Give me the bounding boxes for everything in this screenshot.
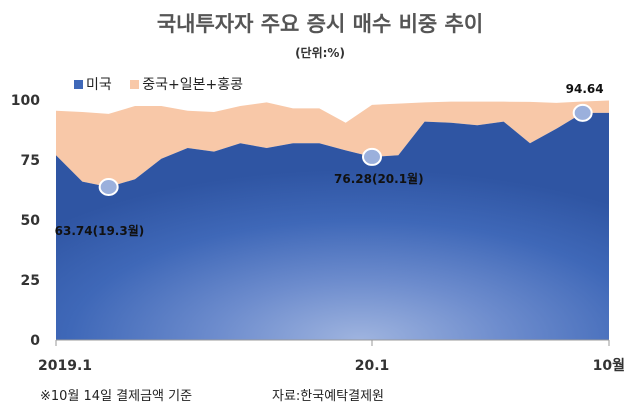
area-series-asia xyxy=(56,100,609,188)
source-note: 자료:한국예탁결제원 xyxy=(272,389,385,404)
legend: 미국 중국+일본+홍콩 xyxy=(74,74,257,94)
x-tick-label: 20.1 xyxy=(355,358,390,374)
plot-area xyxy=(56,100,609,340)
x-tick-label: 10월 xyxy=(593,357,625,374)
annotation-label: 94.64 xyxy=(566,82,604,96)
annotation-label: 76.28(20.1월) xyxy=(334,171,424,186)
y-tick-label: 0 xyxy=(30,333,40,349)
x-tick-label: 2019.1 xyxy=(38,358,92,374)
axes: 0 25 50 75 100 2019.1 20.1 10월 xyxy=(11,93,625,374)
annotation-marker xyxy=(362,147,382,166)
annotation-marker xyxy=(572,103,593,122)
annotation-marks: 63.74(19.3월) 76.28(20.1월) 94.64 xyxy=(55,82,604,238)
y-tick-label: 25 xyxy=(21,273,40,289)
legend-label-asia: 중국+일본+홍콩 xyxy=(142,77,243,93)
legend-item-us: 미국 xyxy=(74,74,112,94)
y-tick-label: 50 xyxy=(21,213,41,229)
annotation-label: 63.74(19.3월) xyxy=(55,223,145,238)
area-series-us xyxy=(56,112,609,340)
legend-label-us: 미국 xyxy=(86,77,112,93)
y-tick-label: 75 xyxy=(21,153,40,169)
legend-swatch-asia xyxy=(130,79,140,89)
chart-subtitle: (단위:%) xyxy=(295,46,345,60)
annotation-marker xyxy=(98,178,119,197)
chart-title: 국내투자자 주요 증시 매수 비중 추이 xyxy=(156,12,484,36)
footnote: ※10월 14일 결제금액 기준 xyxy=(40,389,193,404)
legend-swatch-us xyxy=(74,79,83,89)
legend-item-asia: 중국+일본+홍콩 xyxy=(130,74,243,94)
y-tick-label: 100 xyxy=(11,93,40,109)
